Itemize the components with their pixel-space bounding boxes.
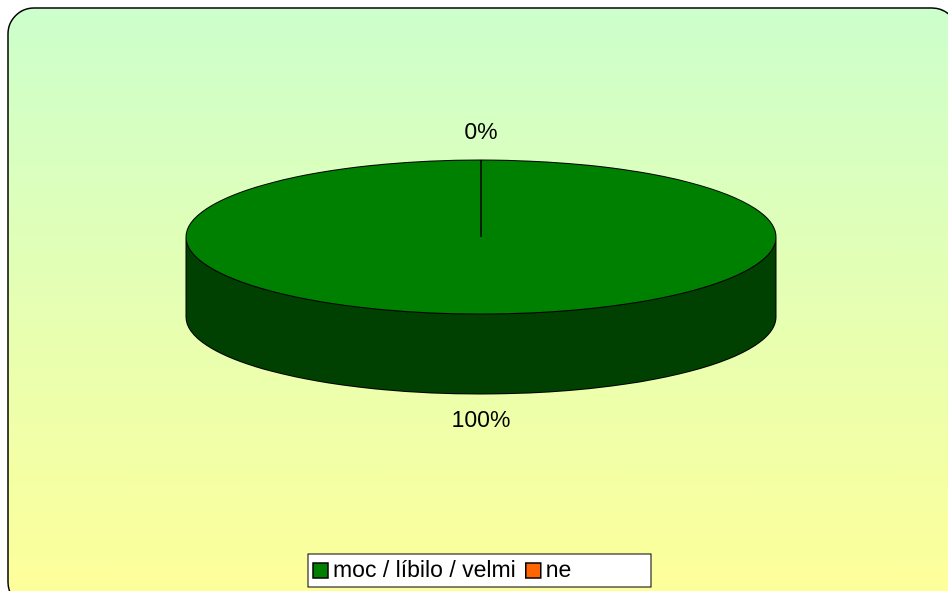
legend-swatch [312, 562, 329, 579]
data-label: 100% [452, 406, 511, 432]
data-label: 0% [464, 118, 497, 144]
legend-label: moc / líbilo / velmi [333, 556, 516, 582]
legend-label: ne [546, 556, 572, 582]
legend-box [307, 553, 652, 588]
legend-swatch [525, 562, 542, 579]
